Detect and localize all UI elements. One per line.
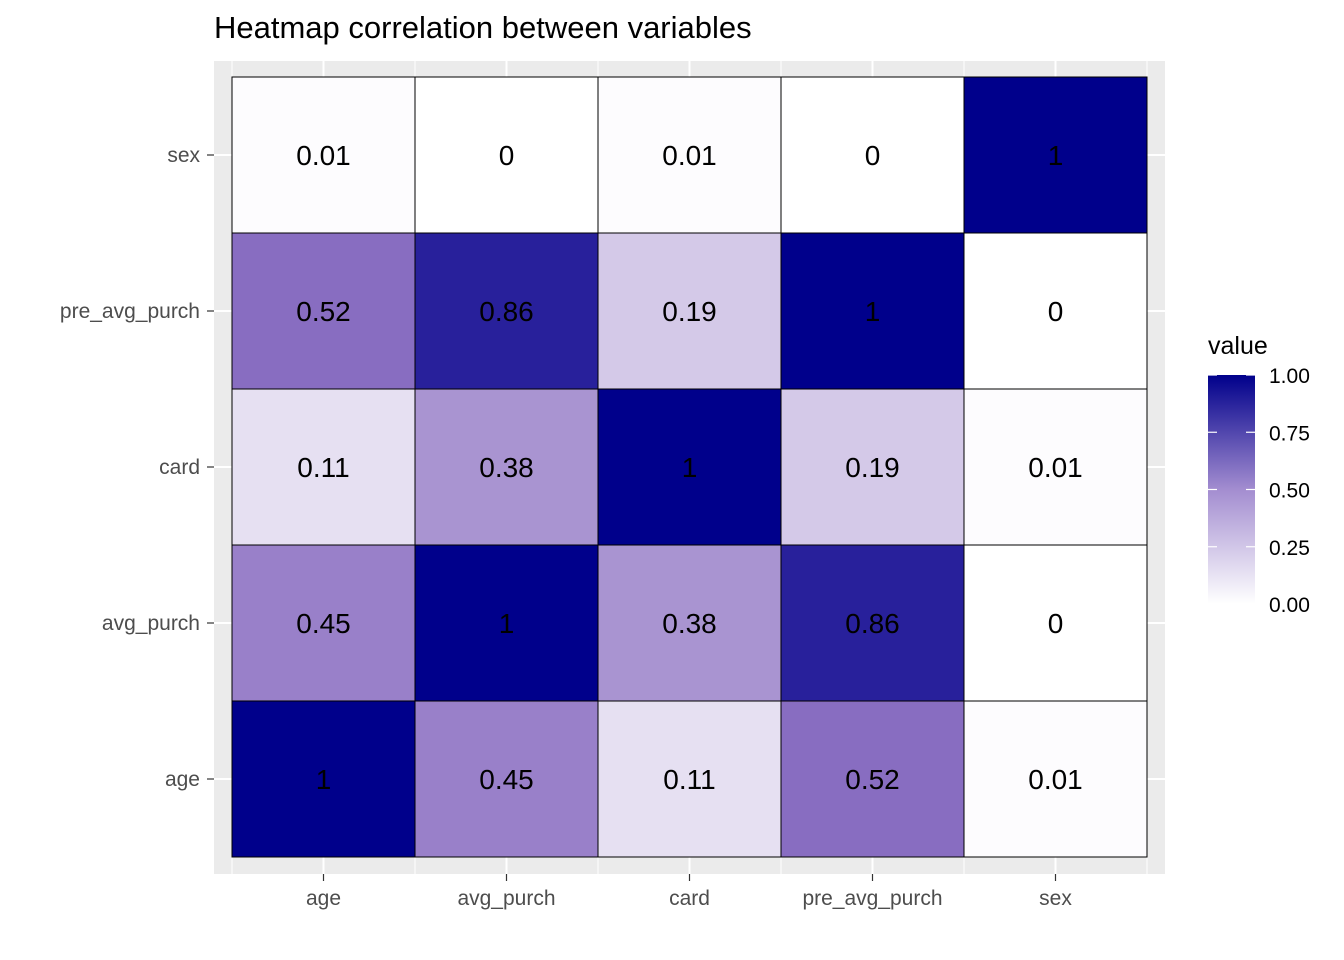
- heatmap-cell: [963, 700, 1148, 858]
- cell-value-label: 0.38: [662, 608, 717, 639]
- heatmap-cell: [414, 544, 599, 702]
- legend-tick-label: 0.50: [1269, 480, 1310, 503]
- legend: 0.00 0.25 0.50 0.75 1.00: [1208, 365, 1310, 617]
- heatmap-cell: [231, 76, 416, 234]
- cell-value-label: 1: [1048, 140, 1064, 171]
- cell-value-label: 0.11: [663, 764, 715, 795]
- cell-value-label: 1: [316, 764, 332, 795]
- y-tick-label: pre_avg_purch: [60, 300, 200, 323]
- heatmap-cell: [597, 544, 782, 702]
- heatmap-cell: [231, 388, 416, 546]
- y-tick-label: avg_purch: [102, 612, 200, 635]
- cell-value-label: 0.01: [662, 140, 717, 171]
- y-tick-label: sex: [167, 144, 200, 167]
- heatmap-cell: [231, 544, 416, 702]
- cell-value-label: 1: [499, 608, 515, 639]
- x-tick-label: avg_purch: [457, 887, 555, 910]
- x-tick-label: age: [306, 887, 341, 910]
- heatmap-cell: [231, 700, 416, 858]
- heatmap-cell: [597, 700, 782, 858]
- cell-value-label: 0.01: [1028, 764, 1083, 795]
- cell-value-label: 0.19: [662, 296, 717, 327]
- cell-value-label: 0.01: [1028, 452, 1083, 483]
- heatmap-cell: [414, 700, 599, 858]
- heatmap-cell: [780, 76, 965, 234]
- x-tick-label: card: [669, 887, 710, 910]
- chart-title: Heatmap correlation between variables: [214, 10, 752, 45]
- cell-value-label: 1: [865, 296, 881, 327]
- heatmap-cell: [963, 232, 1148, 390]
- cell-value-label: 0.52: [845, 764, 900, 795]
- y-tick-label: age: [165, 768, 200, 791]
- cell-value-label: 0: [1048, 608, 1064, 639]
- legend-tick-label: 0.25: [1269, 537, 1310, 560]
- cell-value-label: 0: [1048, 296, 1064, 327]
- legend-title: value: [1208, 332, 1268, 360]
- legend-tick-label: 0.75: [1269, 422, 1310, 445]
- heatmap-cell: [963, 388, 1148, 546]
- heatmap-cell: [963, 76, 1148, 234]
- heatmap-cell: [963, 544, 1148, 702]
- cell-value-label: 0.86: [845, 608, 900, 639]
- heatmap-cell: [414, 388, 599, 546]
- cell-value-label: 0.01: [296, 140, 351, 171]
- heatmap-cell: [597, 76, 782, 234]
- heatmap-cell: [597, 232, 782, 390]
- x-tick-label: sex: [1039, 887, 1072, 910]
- heatmap-cell: [231, 232, 416, 390]
- x-tick-label: pre_avg_purch: [802, 887, 942, 910]
- cell-value-label: 0.38: [479, 452, 534, 483]
- heatmap-cells: [231, 76, 1148, 858]
- cell-value-label: 0: [865, 140, 881, 171]
- heatmap-cell: [780, 388, 965, 546]
- cell-value-label: 0.45: [479, 764, 534, 795]
- heatmap-cell: [414, 76, 599, 234]
- cell-value-label: 1: [682, 452, 698, 483]
- cell-labels: 1 0.45 0.11 0.52 0.01 0.45 1 0.38 0.86 0 0.11 0.38 1…: [296, 140, 1083, 795]
- cell-value-label: 0.52: [296, 296, 351, 327]
- y-axis: age avg_purch card pre_avg_purch sex: [60, 144, 214, 791]
- cell-value-label: 0.11: [297, 452, 349, 483]
- heatmap-cell: [780, 232, 965, 390]
- heatmap-cell: [597, 388, 782, 546]
- cell-value-label: 0.19: [845, 452, 900, 483]
- legend-tick-label: 0.00: [1269, 594, 1310, 617]
- y-tick-label: card: [159, 456, 200, 479]
- legend-tick-label: 1.00: [1269, 365, 1310, 388]
- cell-value-label: 0.86: [479, 296, 534, 327]
- x-axis: age avg_purch card pre_avg_purch sex: [306, 874, 1072, 910]
- cell-value-label: 0: [499, 140, 515, 171]
- cell-value-label: 0.45: [296, 608, 351, 639]
